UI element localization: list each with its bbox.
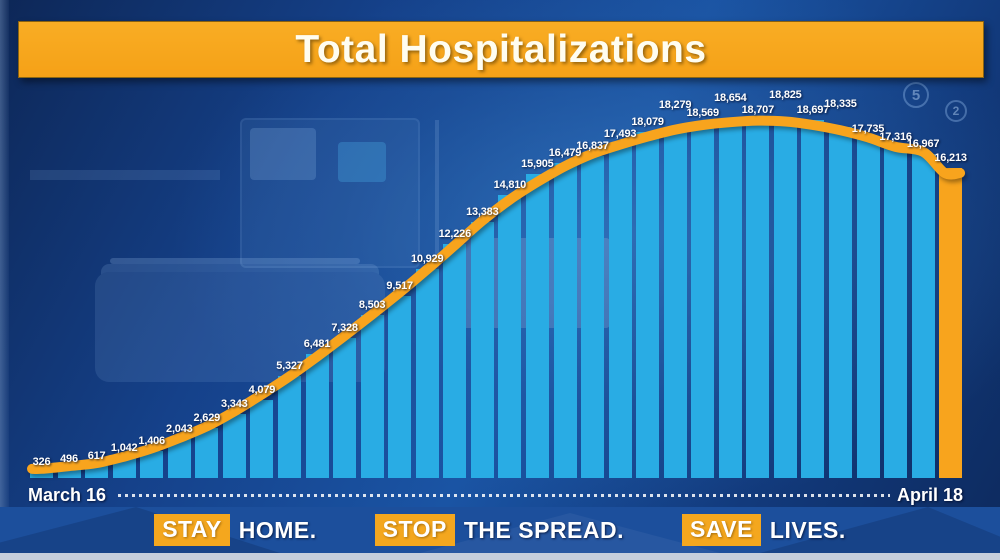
bar-value-label: 15,905: [521, 157, 554, 170]
bar-value-label: 16,837: [576, 140, 609, 152]
bar-value-label: 14,810: [493, 178, 527, 191]
slogan-highlight: SAVE: [681, 514, 761, 546]
bar-value-label: 16,479: [548, 146, 582, 159]
bar: [608, 143, 632, 478]
slogan-band: STAY HOME. STOP THE SPREAD. SAVE LIVES.: [0, 507, 1000, 553]
bar: [525, 173, 549, 478]
bar-value-label: 16,967: [906, 137, 940, 150]
bar-value-label: 12,226: [438, 228, 472, 241]
bar: [884, 146, 908, 478]
bar: [360, 315, 384, 478]
x-axis-end-label: April 18: [897, 485, 964, 505]
slogan-highlight: STOP: [374, 514, 455, 546]
bar: [553, 162, 577, 478]
bar-value-label: 18,569: [686, 106, 719, 119]
slogan-stay-home: STAY HOME.: [154, 514, 316, 546]
bar: [305, 354, 329, 478]
bar-value-label: 17,735: [851, 122, 885, 135]
bar: [498, 194, 522, 478]
bar-value-label: 5,327: [276, 360, 303, 373]
slogan-save-lives: SAVE LIVES.: [681, 514, 846, 546]
bar-value-label: 496: [60, 452, 78, 465]
bar: [250, 400, 274, 478]
x-axis-start-label: March 16: [28, 485, 107, 505]
bar-value-label: 18,279: [658, 99, 692, 112]
x-axis-dotted-line: [118, 494, 890, 497]
bar: [415, 269, 439, 478]
bar-value-label: 7,328: [331, 321, 358, 334]
bar: [773, 118, 797, 478]
bar: [746, 120, 770, 478]
bar: [801, 120, 825, 478]
bar-value-label: 2,043: [166, 422, 193, 435]
slogan-stop-the-spread: STOP THE SPREAD.: [374, 514, 624, 546]
bar: [333, 337, 357, 478]
title-banner: Total Hospitalizations: [18, 21, 984, 78]
slogan-rest: LIVES.: [769, 516, 846, 543]
bar: [30, 471, 53, 478]
trend-line-path: [27, 115, 966, 475]
bar: [388, 296, 412, 478]
slogan-rest: THE SPREAD.: [463, 516, 624, 543]
slogan-rest: HOME.: [238, 516, 317, 543]
bar: [470, 222, 494, 478]
bar-value-label: 10,929: [410, 253, 444, 265]
bar-value-label: 18,654: [714, 92, 747, 105]
bar: [278, 376, 301, 478]
bar: [222, 414, 246, 478]
page-title: Total Hospitalizations: [295, 27, 707, 71]
bar-value-label: 8,503: [358, 299, 386, 312]
bar: [581, 156, 604, 478]
bar-value-label: 17,316: [879, 130, 912, 143]
bar-value-label: 18,707: [741, 104, 775, 117]
bar: [167, 438, 191, 478]
bar: [443, 244, 467, 478]
bar-value-label: 1,406: [138, 435, 165, 448]
bar-value-label: 9,517: [386, 280, 413, 292]
bar-value-label: 6,481: [303, 338, 331, 351]
bar: [911, 153, 935, 478]
bar-value-label: 18,697: [796, 104, 830, 117]
bar-value-label: 18,079: [631, 116, 664, 129]
bar: [57, 468, 81, 478]
bar-value-label: 617: [87, 450, 106, 463]
slogan-highlight: STAY: [154, 514, 230, 546]
bar-value-label: 13,383: [466, 206, 499, 219]
bar-value-label: 16,213: [934, 152, 967, 164]
bar: [195, 427, 219, 478]
bar: [691, 122, 715, 478]
bar: [140, 451, 164, 478]
bar: [85, 466, 109, 478]
bar: [663, 128, 687, 478]
bar: [718, 121, 742, 478]
bar-value-label: 18,335: [824, 98, 857, 111]
bar-value-label: 18,825: [769, 89, 802, 101]
bar-value-label: 2,629: [193, 411, 221, 424]
bar: [856, 138, 880, 478]
bar-value-label: 4,079: [248, 384, 276, 396]
bar-value-label: 17,493: [603, 127, 637, 140]
bar-highlighted: [939, 168, 963, 478]
bar: [636, 132, 660, 478]
bottom-strip: [0, 553, 1000, 560]
bar-value-label: 3,343: [221, 398, 248, 411]
bar-value-label: 326: [32, 455, 51, 468]
bar-value-label: 1,042: [110, 442, 138, 455]
bar: [829, 127, 852, 478]
